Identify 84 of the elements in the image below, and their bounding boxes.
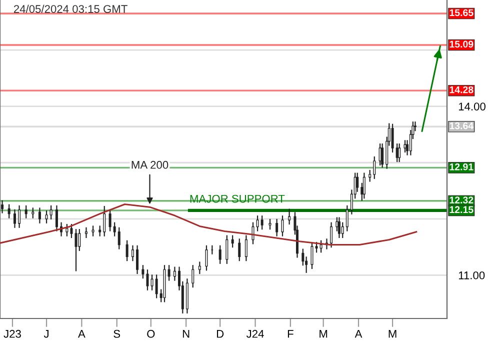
x-tick-label: M (320, 330, 328, 338)
candlestick (78, 228, 81, 252)
candlestick (8, 204, 10, 219)
candlestick (1, 200, 4, 214)
candlestick (341, 222, 344, 239)
annotation: MAJOR SUPPORT (190, 194, 285, 203)
candlestick (302, 248, 304, 266)
x-tick-label: N (182, 330, 190, 338)
candlestick (238, 238, 241, 262)
candlestick (346, 204, 348, 232)
candlestick (126, 240, 128, 262)
x-tick-label: D (216, 330, 224, 338)
candlestick (113, 222, 116, 237)
candlestick (98, 225, 102, 237)
candlestick (338, 216, 340, 239)
x-tick-label: J23 (4, 330, 21, 338)
candlestick (168, 264, 170, 282)
x-tick-label: F (288, 330, 294, 338)
candlestick (74, 228, 78, 272)
candlestick (288, 208, 291, 226)
candlestick (368, 169, 372, 182)
x-tick-label: J24 (246, 330, 264, 338)
candlestick (252, 222, 254, 245)
x-tick-label: M (388, 330, 396, 338)
x-tick-label: A (78, 330, 86, 338)
ref-line-label: 13.64 (450, 122, 474, 130)
candlestick (24, 204, 28, 219)
candlestick (131, 244, 134, 262)
candlestick (362, 172, 366, 200)
candlestick (136, 244, 139, 275)
candlestick (373, 156, 376, 180)
candlestick (310, 241, 314, 270)
candlestick (146, 268, 149, 291)
candlestick (118, 226, 120, 250)
candlestick (330, 222, 333, 248)
candlestick (32, 207, 34, 219)
candlestick (142, 264, 144, 280)
candlestick (268, 218, 272, 230)
candlestick (38, 207, 41, 224)
candlestick (192, 264, 194, 288)
candlestick (281, 214, 284, 237)
candlestick (108, 208, 112, 232)
candlestick (198, 261, 201, 275)
candlestick (218, 244, 222, 264)
candlestick (70, 223, 73, 239)
candlestick (13, 208, 16, 228)
candlestick (173, 266, 176, 282)
annotation: MA 200 (132, 160, 168, 169)
ref-line-label: 12.15 (450, 206, 474, 214)
candlestick (50, 204, 52, 220)
ref-line-label: 12.32 (450, 196, 474, 204)
candlestick (315, 241, 318, 254)
y-tick-label: 11.00 (458, 271, 485, 280)
candlestick (244, 234, 248, 262)
candlestick (391, 123, 394, 154)
candlestick (260, 214, 264, 230)
candlestick (150, 274, 154, 291)
candlestick (66, 223, 68, 237)
candlestick (231, 234, 234, 248)
candlestick (256, 214, 259, 232)
ref-line-label: 12.91 (450, 163, 474, 170)
candlestick (398, 142, 401, 163)
ref-line-label: 14.28 (450, 86, 474, 94)
x-tick-label: J (44, 330, 48, 338)
ref-line-label: 15.09 (450, 40, 474, 48)
candlestick (45, 210, 48, 224)
candlestick (103, 205, 106, 237)
candlestick (155, 274, 158, 299)
candlestick (84, 226, 88, 239)
x-tick-label: A (354, 330, 362, 338)
annotation: 24/05/2024 03:15 GMT (14, 4, 128, 13)
candlestick (276, 218, 278, 237)
candlestick (92, 225, 94, 237)
candlestick (320, 240, 322, 254)
x-tick-label: O (147, 330, 155, 338)
candlestick (55, 204, 58, 232)
candlestick (226, 234, 228, 264)
ref-line-label: 15.65 (450, 9, 474, 16)
candlestick (18, 204, 21, 228)
candlestick (381, 142, 384, 168)
candlestick (205, 244, 208, 272)
y-tick-label: 14.00 (458, 102, 486, 110)
line-series (0, 204, 418, 246)
x-tick-label: S (114, 330, 120, 338)
